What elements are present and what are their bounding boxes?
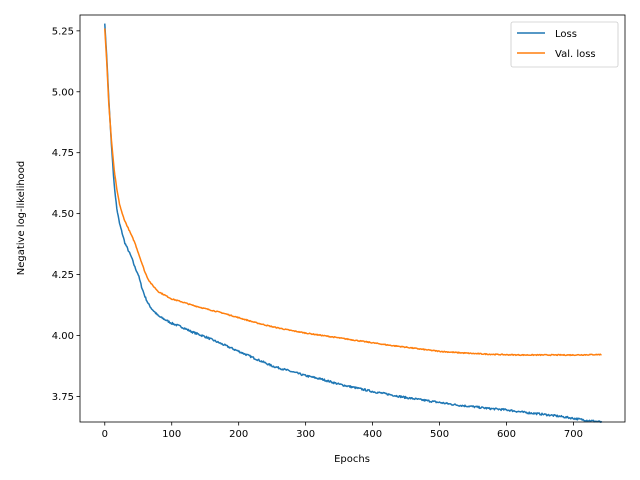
series-line-loss [104, 23, 603, 423]
legend-label: Val. loss [555, 49, 596, 60]
x-tick-label: 400 [363, 429, 382, 440]
y-tick-label: 4.25 [52, 270, 74, 281]
y-tick-label: 4.00 [52, 331, 74, 342]
plot-frame [79, 14, 626, 423]
x-tick-label: 600 [497, 429, 516, 440]
x-tick-label: 100 [162, 429, 181, 440]
x-tick-label: 0 [102, 429, 108, 440]
y-axis: 3.75 4.00 4.25 4.50 4.75 5.00 5.25 [52, 26, 80, 403]
y-tick-label: 4.50 [52, 209, 74, 220]
x-tick-label: 500 [430, 429, 449, 440]
x-tick-label: 300 [296, 429, 315, 440]
x-tick-label: 700 [564, 429, 583, 440]
y-tick-label: 5.25 [52, 26, 74, 37]
y-tick-label: 5.00 [52, 87, 74, 98]
x-axis: 0 100 200 300 400 500 600 700 [102, 422, 583, 440]
x-tick-label: 200 [229, 429, 248, 440]
legend-label: Loss [555, 29, 577, 40]
y-axis-title: Negative log-likelihood [16, 161, 27, 276]
legend: Loss Val. loss [510, 21, 619, 68]
series-layer [104, 23, 603, 423]
x-axis-title: Epochs [334, 454, 370, 465]
y-tick-label: 4.75 [52, 148, 74, 159]
series-line-val-loss [104, 28, 602, 357]
y-tick-label: 3.75 [52, 392, 74, 403]
